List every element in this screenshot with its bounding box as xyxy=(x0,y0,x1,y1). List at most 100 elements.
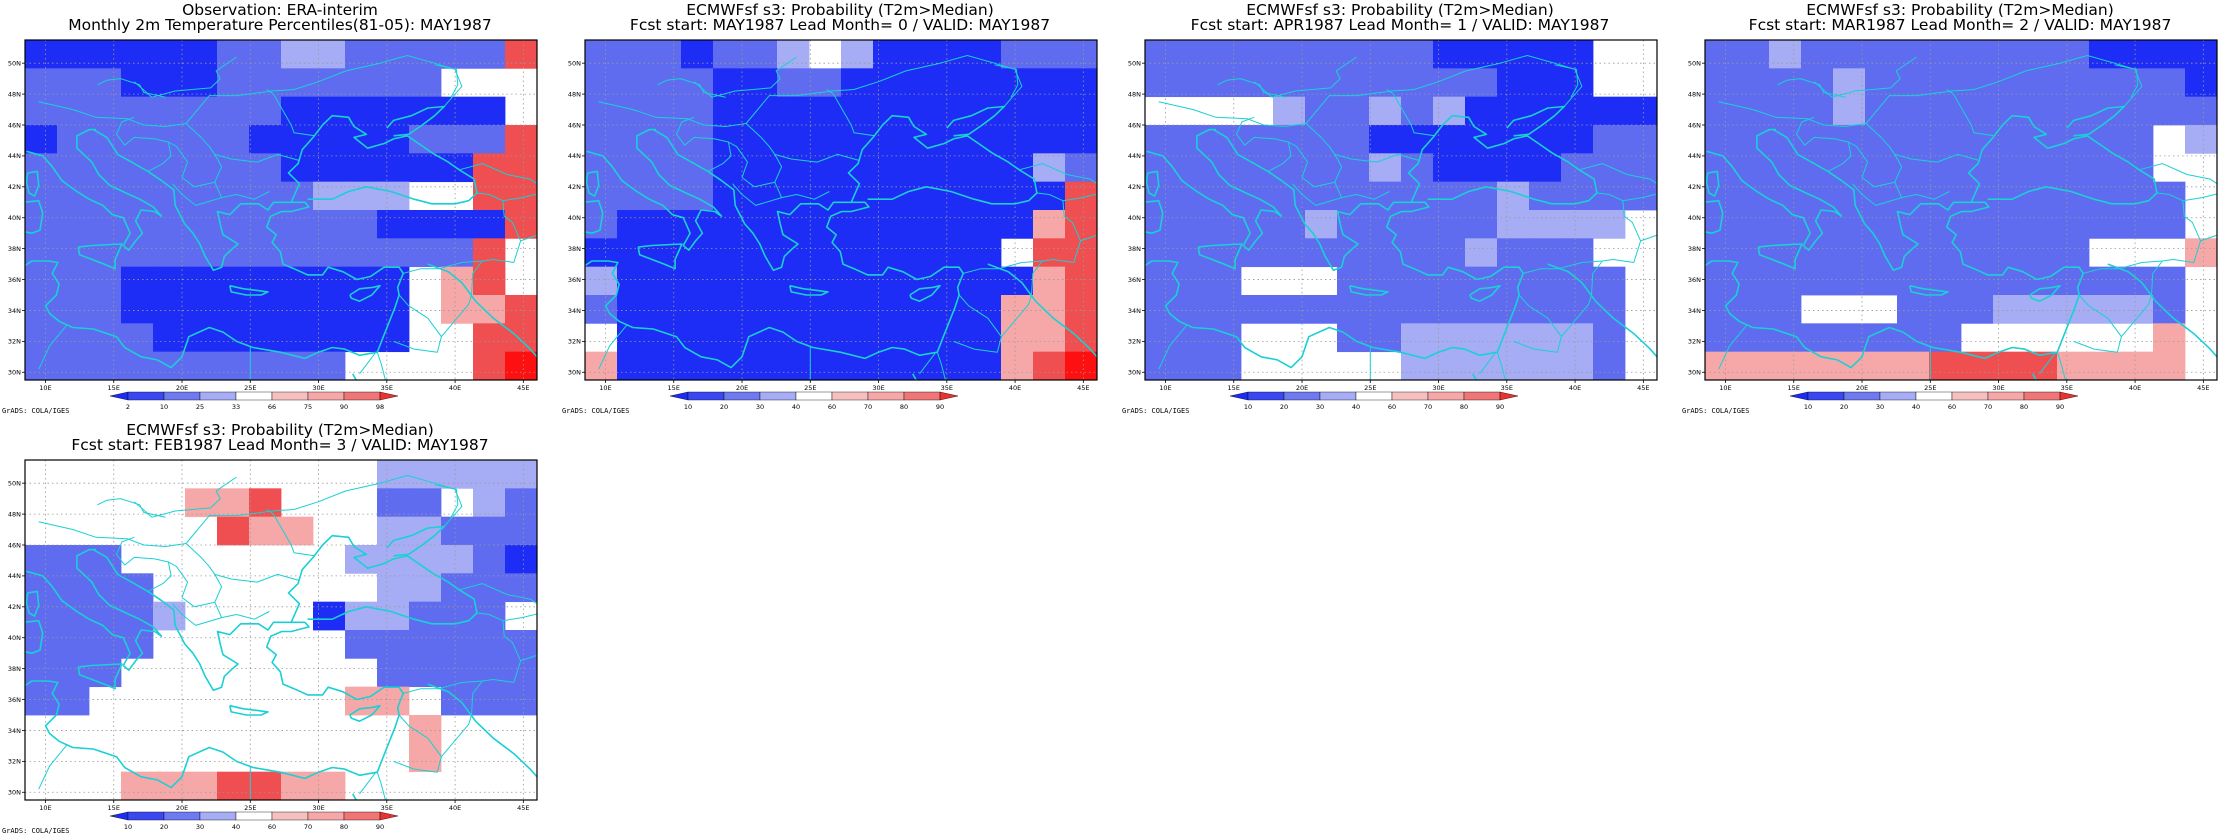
grid-cell xyxy=(57,658,90,688)
grid-cell xyxy=(1865,153,1898,183)
grid-cell xyxy=(1001,125,1034,154)
grid-cell xyxy=(1465,68,1498,98)
color-bar-segment xyxy=(1807,391,1845,401)
y-tick-label: 40N xyxy=(1688,214,1701,222)
color-bar-label: 80 xyxy=(2020,403,2028,411)
grid-cell xyxy=(1241,125,1274,154)
grid-cell xyxy=(121,68,154,98)
x-tick-label: 30E xyxy=(312,384,324,392)
grid-cell xyxy=(617,125,650,154)
grid-cell xyxy=(649,351,682,381)
grid-cell xyxy=(89,351,122,381)
color-bar-label: 60 xyxy=(1388,403,1396,411)
y-tick-label: 40N xyxy=(8,634,21,642)
grid-cell xyxy=(473,266,506,296)
grid-cell xyxy=(313,771,346,801)
color-bar-label: 70 xyxy=(304,823,312,831)
coastlines xyxy=(25,525,537,800)
grid-cell xyxy=(745,40,778,69)
grid-cell xyxy=(505,351,538,381)
grid-cell xyxy=(1769,96,1802,126)
grid-cell xyxy=(1497,210,1530,239)
grid-cell xyxy=(873,40,906,69)
grid-cell xyxy=(1705,266,1738,296)
map-frame xyxy=(24,459,538,801)
grid-cell xyxy=(1897,238,1930,268)
grid-cell xyxy=(1433,210,1466,239)
map-frame xyxy=(24,39,538,381)
grid-cell xyxy=(1465,125,1498,154)
grid-cell xyxy=(377,238,410,268)
grid-cell xyxy=(89,323,122,353)
grid-cell xyxy=(185,295,218,324)
grid-cell xyxy=(409,96,442,126)
x-tick-label: 10E xyxy=(1159,384,1171,392)
grid-cell xyxy=(1001,295,1034,324)
grid-cell xyxy=(473,295,506,324)
grid-cell xyxy=(1145,68,1178,98)
grid-cell xyxy=(777,68,810,98)
grid-cell xyxy=(409,743,442,773)
grid-cell xyxy=(1497,68,1530,98)
y-tick-label: 46N xyxy=(8,121,21,129)
grid-cell xyxy=(345,68,378,98)
grid-cell xyxy=(409,630,442,659)
x-tick-label: 35E xyxy=(941,384,953,392)
grid-cell xyxy=(777,351,810,381)
grid-cell xyxy=(1401,238,1434,268)
grid-cell xyxy=(1961,238,1994,268)
grid-cell xyxy=(1241,68,1274,98)
map-plot: 10E 15E 20E 25E 30E 35E 40E 45E 50N 48N 46N 44N 42N 4… xyxy=(1688,39,2218,411)
grid-cell xyxy=(1145,40,1178,69)
grid-cell xyxy=(1209,351,1242,381)
grid-cell xyxy=(2185,238,2218,268)
grid-cell xyxy=(505,516,538,546)
grid-cell xyxy=(1865,323,1898,353)
grid-cell xyxy=(1897,125,1930,154)
grid-cell xyxy=(745,125,778,154)
grid-cell xyxy=(1865,266,1898,296)
y-tick-label: 32N xyxy=(1128,338,1141,346)
y-tick-label: 48N xyxy=(8,510,21,518)
grid-cell xyxy=(473,323,506,353)
grid-cell xyxy=(249,153,282,183)
grid-cell xyxy=(1865,351,1898,381)
x-tick-label: 15E xyxy=(668,384,680,392)
color-bar-segment xyxy=(127,391,165,401)
grid-cell xyxy=(1705,40,1738,69)
x-tick-label: 40E xyxy=(1569,384,1581,392)
x-tick-label: 20E xyxy=(736,384,748,392)
grid-cell xyxy=(2121,181,2154,211)
grid-cell xyxy=(473,40,506,69)
grid-cell xyxy=(617,266,650,296)
grid-cell xyxy=(441,96,474,126)
grid-cell xyxy=(1737,295,1770,324)
grid-cell xyxy=(2057,68,2090,98)
grid-cell xyxy=(281,40,314,69)
y-tick-label: 32N xyxy=(8,758,21,766)
grid-cell xyxy=(969,238,1002,268)
grid-cell xyxy=(1305,125,1338,154)
y-tick-label: 42N xyxy=(1128,183,1141,191)
color-bar-segment xyxy=(235,811,273,821)
coastlines xyxy=(25,105,537,380)
grid-cell xyxy=(2185,68,2218,98)
y-tick-label: 42N xyxy=(8,603,21,611)
grid-cell xyxy=(1001,96,1034,126)
grid-cell xyxy=(2121,210,2154,239)
y-tick-label: 32N xyxy=(568,338,581,346)
grid-cell xyxy=(1337,323,1370,353)
grid-cell xyxy=(2185,96,2218,126)
grid-cell xyxy=(1897,40,1930,69)
grid-cell xyxy=(1465,181,1498,211)
grid-cell xyxy=(1961,210,1994,239)
grid-cell xyxy=(345,181,378,211)
grid-cell xyxy=(905,125,938,154)
grid-cell xyxy=(1929,68,1962,98)
grid-cell xyxy=(873,295,906,324)
grid-cell xyxy=(1209,68,1242,98)
grid-cell xyxy=(217,68,250,98)
grid-cell xyxy=(1369,40,1402,69)
grid-cell xyxy=(1305,40,1338,69)
grid-cell xyxy=(649,323,682,353)
